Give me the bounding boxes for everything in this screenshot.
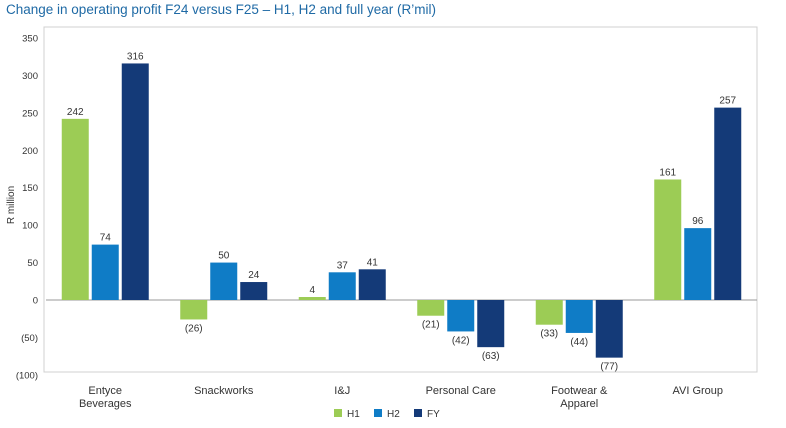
bar-h2 <box>328 272 356 300</box>
data-label: (63) <box>482 351 500 362</box>
data-label: 41 <box>367 257 379 268</box>
chart-title: Change in operating profit F24 versus F2… <box>6 2 436 17</box>
data-label: 24 <box>248 270 260 281</box>
data-label: (21) <box>422 320 440 331</box>
legend-label-h1: H1 <box>347 409 360 420</box>
bar-h2 <box>91 244 119 300</box>
data-label: 161 <box>659 167 676 178</box>
x-tick-label: I&J <box>334 385 350 397</box>
legend-label-fy: FY <box>427 409 440 420</box>
data-label: 37 <box>337 260 349 271</box>
bar-h2 <box>565 300 593 333</box>
data-label: (26) <box>185 323 203 334</box>
data-label: 316 <box>127 51 144 62</box>
x-tick-label: Beverages <box>79 398 132 410</box>
y-tick-label: 150 <box>22 183 38 194</box>
bar-h1 <box>61 118 89 301</box>
y-axis-label: R million <box>6 186 17 224</box>
x-tick-label: Snackworks <box>194 385 254 397</box>
legend-swatch-h1 <box>334 409 342 417</box>
y-tick-label: 100 <box>22 221 38 232</box>
x-tick-label: Footwear & <box>551 385 608 397</box>
data-label: 257 <box>719 96 736 107</box>
bar-h2 <box>210 262 238 300</box>
y-tick-label: 200 <box>22 146 38 157</box>
bar-h1 <box>654 179 682 300</box>
y-tick-label: 0 <box>33 296 38 307</box>
bar-h2 <box>684 228 712 300</box>
data-label: 4 <box>309 285 315 296</box>
x-tick-label: Entyce <box>88 385 122 397</box>
y-tick-label: (100) <box>16 370 38 381</box>
bar-h1 <box>535 300 563 325</box>
bar-h1 <box>417 300 445 316</box>
bar-h1 <box>298 297 326 300</box>
y-tick-label: (50) <box>21 333 38 344</box>
bar-fy <box>477 300 505 348</box>
legend-label-h2: H2 <box>387 409 400 420</box>
y-tick-label: 300 <box>22 71 38 82</box>
data-label: (42) <box>452 335 470 346</box>
bar-fy <box>121 63 149 300</box>
bar-h1 <box>180 300 208 320</box>
y-tick-label: 50 <box>27 258 38 269</box>
bar-fy <box>714 107 742 300</box>
y-tick-label: 250 <box>22 108 38 119</box>
data-label: (77) <box>600 362 618 373</box>
data-label: 74 <box>100 233 112 244</box>
legend-swatch-h2 <box>374 409 382 417</box>
data-label: (33) <box>540 329 558 340</box>
legend-swatch-fy <box>414 409 422 417</box>
data-label: (44) <box>570 337 588 348</box>
data-label: 96 <box>692 216 704 227</box>
x-tick-label: Personal Care <box>426 385 496 397</box>
bar-fy <box>358 269 386 300</box>
data-label: 50 <box>218 251 230 262</box>
x-tick-label: Apparel <box>560 398 598 410</box>
bar-fy <box>595 300 623 358</box>
y-tick-label: 350 <box>22 34 38 45</box>
bar-h2 <box>447 300 475 332</box>
data-label: 242 <box>67 107 84 118</box>
bar-fy <box>240 282 268 300</box>
x-tick-label: AVI Group <box>672 385 723 397</box>
plot-frame <box>43 26 758 373</box>
